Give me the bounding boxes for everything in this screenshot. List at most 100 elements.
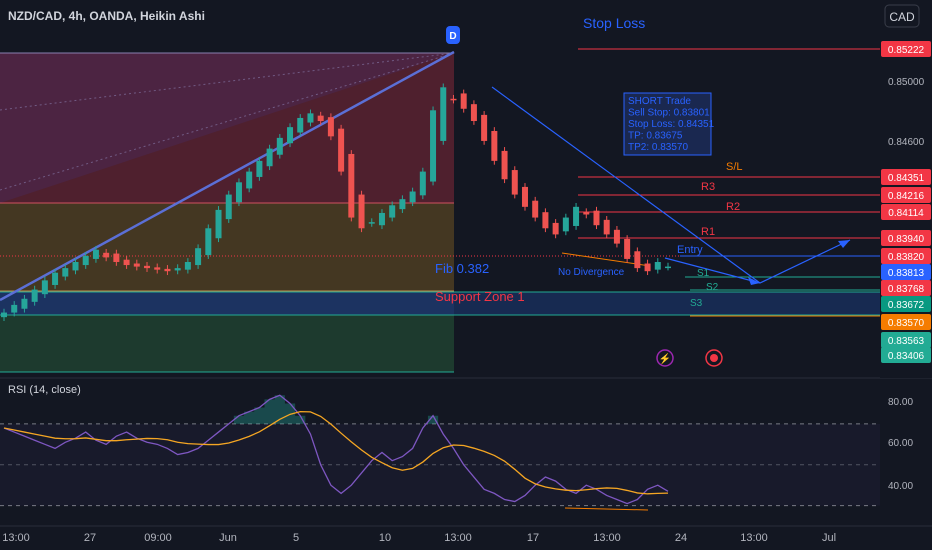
fib-label: Fib 0.382 — [435, 261, 489, 276]
divergence-marker[interactable] — [446, 26, 460, 44]
candle-body[interactable] — [123, 259, 130, 266]
candles-layer[interactable] — [1, 83, 671, 321]
r2-label: R2 — [726, 201, 740, 213]
time-tick: 17 — [527, 532, 539, 544]
rsi-panel[interactable]: RSI (14, close) — [0, 380, 880, 525]
candle-body[interactable] — [511, 170, 518, 195]
divergence-label: No Divergence — [558, 267, 625, 278]
lightning-icon[interactable] — [656, 349, 674, 367]
candle-body[interactable] — [307, 113, 314, 123]
stop-loss-label: Stop Loss — [583, 15, 645, 31]
candle-body[interactable] — [491, 130, 498, 161]
candle-body[interactable] — [573, 206, 580, 226]
candle-body[interactable] — [327, 117, 334, 137]
candle-body[interactable] — [665, 266, 671, 269]
candle-body[interactable] — [287, 127, 294, 144]
candle-body[interactable] — [409, 191, 416, 203]
candle-body[interactable] — [440, 87, 447, 141]
candle-body[interactable] — [144, 265, 151, 269]
candle-body[interactable] — [654, 261, 661, 270]
rsi-line — [3, 394, 669, 505]
candle-body[interactable] — [542, 212, 549, 229]
time-tick: 09:00 — [144, 532, 172, 544]
candle-body[interactable] — [72, 261, 79, 271]
fan-lines — [0, 52, 455, 191]
trade-box-line: Sell Stop: 0.83801 — [628, 108, 710, 119]
candle-body[interactable] — [470, 104, 477, 122]
candle-body[interactable] — [246, 171, 253, 189]
candle-body[interactable] — [624, 239, 631, 259]
candle-body[interactable] — [21, 298, 28, 309]
candle-body[interactable] — [430, 110, 437, 182]
candle-body[interactable] — [41, 280, 48, 295]
candle-body[interactable] — [154, 267, 161, 270]
candle-body[interactable] — [593, 210, 600, 226]
candle-body[interactable] — [113, 253, 120, 262]
candle-body[interactable] — [317, 115, 324, 122]
candle-body[interactable] — [378, 212, 385, 226]
candle-body[interactable] — [174, 268, 181, 271]
candle-body[interactable] — [419, 171, 426, 196]
candle-body[interactable] — [256, 160, 263, 177]
candle-body[interactable] — [634, 251, 641, 269]
candle-body[interactable] — [11, 304, 18, 313]
candle-body[interactable] — [62, 268, 69, 277]
candle-body[interactable] — [184, 261, 191, 270]
candle-body[interactable] — [82, 255, 89, 266]
candle-body[interactable] — [195, 248, 202, 266]
candle-body[interactable] — [532, 200, 539, 218]
fib-fan-shade — [0, 53, 454, 203]
price-badge — [881, 347, 931, 363]
candle-body[interactable] — [603, 219, 610, 235]
candle-body[interactable] — [276, 137, 283, 155]
candle-body[interactable] — [552, 222, 559, 235]
candle-body[interactable] — [389, 205, 396, 218]
price-badge — [881, 41, 931, 57]
falling-trendline[interactable] — [491, 86, 761, 284]
candle-body[interactable] — [133, 263, 140, 267]
candle-body[interactable] — [1, 312, 7, 318]
price-badge — [881, 296, 931, 312]
candle-body[interactable] — [481, 114, 488, 141]
candle-body[interactable] — [368, 222, 375, 224]
candle-body[interactable] — [521, 186, 528, 207]
candle-body[interactable] — [235, 182, 242, 203]
candle-body[interactable] — [562, 217, 569, 232]
price-badge — [881, 332, 931, 348]
projection-arrow-down — [748, 277, 760, 285]
price-tick-0.85000: 0.85000 — [888, 77, 925, 88]
candle-body[interactable] — [92, 249, 99, 259]
time-tick: 13:00 — [740, 532, 768, 544]
candle-body[interactable] — [613, 229, 620, 244]
candle-body[interactable] — [164, 268, 171, 272]
candle-body[interactable] — [31, 289, 38, 302]
candle-body[interactable] — [266, 148, 273, 167]
candle-body[interactable] — [501, 150, 508, 180]
candle-body[interactable] — [103, 252, 110, 258]
candle-body[interactable] — [644, 263, 651, 272]
time-tick: 13:00 — [444, 532, 472, 544]
candle-body[interactable] — [358, 194, 365, 229]
price-axis[interactable]: 0.85000 0.84600 0.852220.843510.842160.8… — [880, 30, 932, 378]
candle-body[interactable] — [52, 272, 59, 285]
candle-body[interactable] — [460, 93, 467, 109]
candle-body[interactable] — [215, 209, 222, 239]
price-badge-label: 0.85222 — [888, 45, 925, 56]
candle-body[interactable] — [338, 128, 345, 172]
candle-body[interactable] — [225, 194, 232, 220]
candle-body[interactable] — [450, 98, 457, 101]
currency-button-label[interactable]: CAD — [889, 10, 915, 24]
sl-label: S/L — [726, 161, 743, 173]
candle-body[interactable] — [583, 212, 590, 215]
lightning-icon-glyph: ⚡ — [659, 352, 671, 365]
candle-body[interactable] — [205, 228, 212, 256]
candle-body[interactable] — [297, 117, 304, 133]
time-axis[interactable]: 13:00 27 09:00 Jun 5 10 13:00 17 13:00 24 13:00 Jul — [2, 532, 836, 544]
currency-button[interactable] — [884, 4, 920, 28]
candle-body[interactable] — [348, 153, 355, 218]
candle-body[interactable] — [399, 199, 406, 210]
rsi-axis: 80.00 60.00 40.00 — [880, 380, 932, 525]
support-zone-label: Support Zone 1 — [435, 289, 525, 304]
